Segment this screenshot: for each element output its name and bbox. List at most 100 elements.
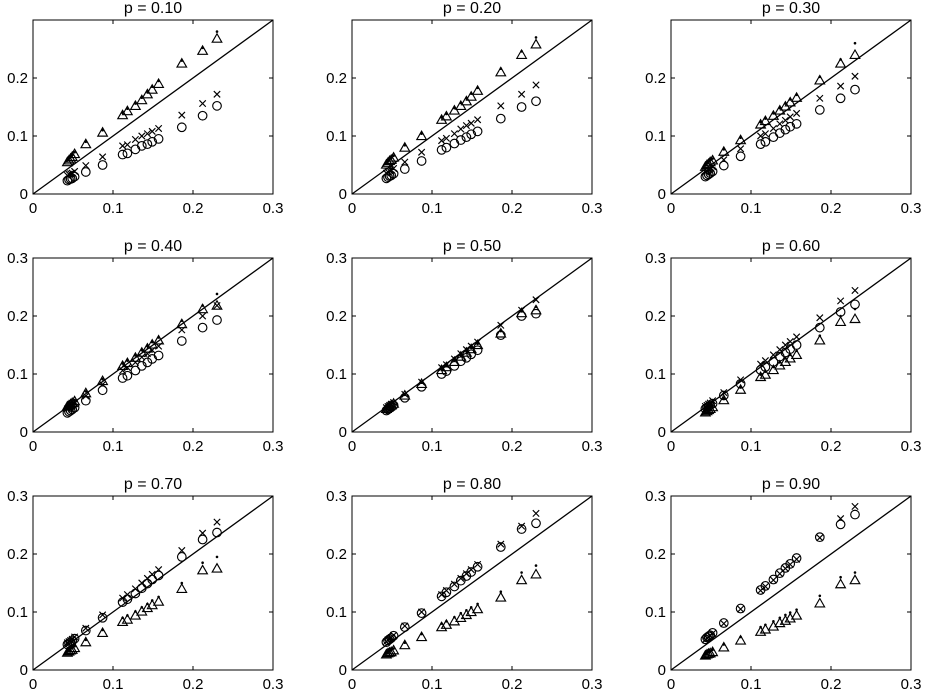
point-dot-marker [469,346,473,350]
point-x-marker [720,388,728,397]
y-tick-label: 0.1 [7,604,28,621]
point-dot-marker [134,354,137,357]
point-x-marker [851,502,859,511]
point-triangle-marker [176,57,188,68]
point-x-marker [761,130,770,138]
point-dot-marker [440,116,443,119]
panel-4: p = 0.40 0 0.1 0.2 0.3 0 0.1 0.2 0.3 [7,238,283,455]
point-dot-marker [788,611,792,614]
point-dot-marker [711,404,714,408]
point-triangle-marker [399,639,411,650]
point-triangle-marker [176,318,188,329]
y-tick-label: 0.2 [645,70,666,87]
point-circle-marker [835,519,846,530]
axes-box [351,19,593,195]
point-circle-marker [705,630,716,641]
point-circle-marker [785,558,796,569]
point-x-marker [198,99,207,108]
point-x-marker [532,81,540,89]
point-x-marker [437,137,446,145]
point-circle-marker [850,299,860,310]
point-dot-marker [784,613,787,617]
point-triangle-marker [515,48,528,59]
x-tick-label: 0 [348,676,356,693]
point-circle-marker [461,132,472,143]
y-tick-label: 0 [339,186,347,203]
point-triangle-marker [129,99,142,111]
point-dot-marker [465,350,468,353]
point-dot-marker [476,342,479,346]
point-dot-marker [101,377,104,381]
point-dot-marker [121,111,124,115]
point-circle-marker [142,139,153,149]
point-x-marker [442,134,451,142]
point-dot-marker [722,643,726,646]
y-tick-label: 0 [20,662,28,679]
point-triangle-marker [121,357,134,368]
point-triangle-marker [399,389,411,400]
x-tick-label: 0.1 [422,200,443,217]
point-x-marker [178,111,186,119]
point-dot-marker [445,112,448,116]
point-x-marker [769,576,778,584]
point-dot-marker [121,362,124,365]
point-x-marker [82,624,90,632]
point-circle-marker [441,142,452,153]
point-triangle-marker [129,351,142,362]
point-circle-marker [472,126,483,137]
point-triangle-marker [471,603,484,614]
point-circle-marker [176,552,187,562]
point-circle-marker [760,581,771,591]
point-x-marker [213,518,221,526]
point-x-marker [769,124,778,133]
point-x-marker [781,116,790,124]
point-dot-marker [73,398,76,402]
point-circle-marker [117,597,128,608]
point-dot-marker [534,36,538,39]
point-triangle-marker [834,57,847,68]
panel-title: p = 0.80 [443,476,501,493]
point-triangle-marker [814,74,826,85]
point-triangle-marker [440,618,453,629]
point-dot-marker [215,555,219,559]
point-circle-marker [381,173,392,184]
point-triangle-marker [718,145,730,156]
y-tick-label: 0 [658,662,666,679]
point-dot-marker [134,610,137,613]
point-dot-marker [476,86,479,90]
point-triangle-marker [790,91,803,102]
point-x-marker [401,158,409,166]
point-dot-marker [453,359,456,362]
point-triangle-marker [415,377,428,389]
point-dot-marker [772,365,775,369]
y-tick-label: 0.3 [7,250,28,267]
point-x-marker [417,148,426,156]
y-tick-label: 0.3 [326,488,347,505]
x-tick-label: 0.1 [741,676,762,693]
point-triangle-marker [152,595,165,606]
x-tick-label: 0.2 [502,200,523,217]
point-dot-marker [146,602,149,606]
point-triangle-marker [718,641,730,652]
point-circle-marker [466,129,477,140]
point-triangle-marker [759,623,772,634]
point-triangle-marker [415,630,428,642]
panel-title: p = 0.20 [443,0,501,17]
panel-title: p = 0.50 [443,238,501,255]
point-dot-marker [389,156,393,160]
point-dot-marker [126,614,129,617]
axes-box [670,257,912,433]
point-circle-marker [850,84,860,95]
panel-7: p = 0.70 0 0.1 0.2 0.3 0 0.1 0.2 0.3 [7,476,283,693]
point-dot-marker [101,628,104,632]
point-dot-marker [157,79,160,83]
point-triangle-marker [465,90,477,101]
x-tick-label: 0.3 [263,200,284,217]
point-circle-marker [197,322,208,333]
y-tick-label: 0.2 [326,70,347,87]
point-circle-marker [760,136,771,147]
point-circle-marker [386,170,397,181]
point-circle-marker [436,145,447,155]
point-x-marker [776,570,784,578]
panel-title: p = 0.90 [762,476,820,493]
